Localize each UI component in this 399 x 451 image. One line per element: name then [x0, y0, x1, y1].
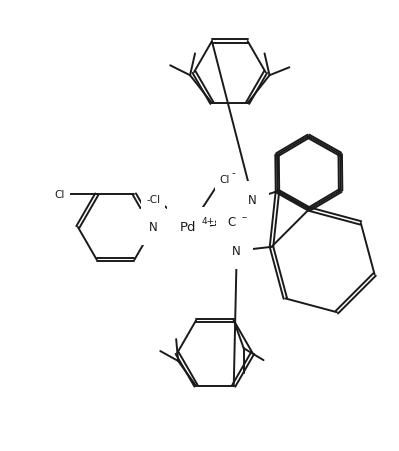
Text: 2-: 2-: [242, 210, 251, 219]
Text: N: N: [232, 245, 241, 258]
Text: Cl: Cl: [55, 190, 65, 200]
Text: N: N: [248, 193, 257, 206]
Text: 4+: 4+: [202, 216, 215, 225]
Text: Cl: Cl: [220, 175, 230, 185]
Text: -Cl: -Cl: [146, 195, 160, 205]
Text: -: -: [232, 168, 235, 178]
Text: Pd: Pd: [180, 221, 196, 234]
Text: C: C: [228, 215, 236, 228]
Text: N: N: [149, 221, 158, 234]
